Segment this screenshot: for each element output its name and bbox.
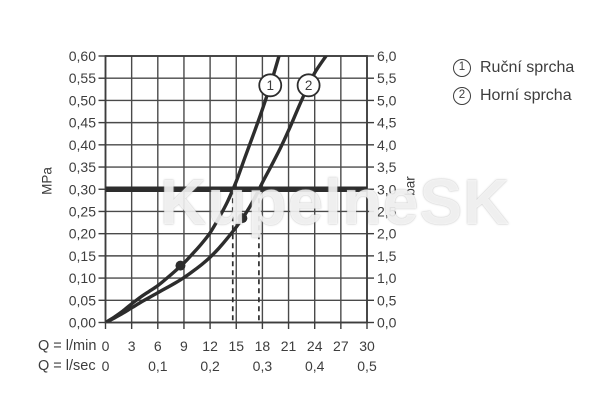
x-tick-label-lmin: 0 bbox=[102, 338, 110, 354]
x-tick-label-lmin: 6 bbox=[154, 338, 162, 354]
curve-label-circle-1 bbox=[258, 73, 283, 98]
y-tick-label-bar: 4,5 bbox=[377, 115, 397, 131]
legend-circle-1-icon: 1 bbox=[453, 59, 471, 77]
legend-item-overhead-shower: 2 Horní sprcha bbox=[453, 82, 574, 110]
y-tick-label-bar: 6,0 bbox=[377, 48, 397, 64]
x-tick-label-lsec: 0 bbox=[102, 358, 110, 374]
y-tick-label-mpa: 0,25 bbox=[69, 203, 96, 219]
y-tick-label-bar: 3,5 bbox=[377, 159, 397, 175]
legend-label-hand-shower: Ruční sprcha bbox=[480, 59, 575, 76]
x-axis-label-lsec: Q = l/sec bbox=[38, 358, 96, 374]
y-tick-label-bar: 1,5 bbox=[377, 248, 397, 264]
y-tick-label-bar: 2,5 bbox=[377, 203, 397, 219]
y-tick-label-bar: 0,0 bbox=[377, 315, 397, 331]
curve-1 bbox=[105, 56, 281, 323]
y-tick-label-mpa: 0,45 bbox=[69, 115, 96, 131]
data-point-curve-1 bbox=[175, 260, 186, 271]
y-tick-label-bar: 2,0 bbox=[377, 226, 397, 242]
legend-item-hand-shower: 1 Ruční sprcha bbox=[453, 54, 574, 82]
x-tick-label-lmin: 3 bbox=[128, 338, 136, 354]
x-tick-label-lsec: 0,4 bbox=[305, 358, 325, 374]
curve-label-number-2: 2 bbox=[305, 78, 313, 93]
x-tick-label-lmin: 12 bbox=[202, 338, 218, 354]
y-tick-label-mpa: 0,35 bbox=[69, 159, 96, 175]
y-tick-label-mpa: 0,60 bbox=[69, 48, 96, 64]
curve-2 bbox=[105, 56, 328, 323]
y-axis-unit-bar: bar bbox=[402, 176, 418, 196]
curve-label-circle-2 bbox=[296, 73, 321, 98]
y-tick-label-mpa: 0,15 bbox=[69, 248, 96, 264]
x-tick-label-lsec: 0,5 bbox=[357, 358, 377, 374]
x-tick-label-lsec: 0,2 bbox=[200, 358, 220, 374]
y-tick-label-bar: 5,5 bbox=[377, 70, 397, 86]
x-tick-label-lmin: 15 bbox=[228, 338, 244, 354]
y-tick-label-bar: 3,0 bbox=[377, 181, 397, 197]
y-tick-label-mpa: 0,55 bbox=[69, 70, 96, 86]
legend-circle-2-icon: 2 bbox=[453, 87, 471, 105]
y-tick-label-mpa: 0,20 bbox=[69, 226, 96, 242]
y-tick-label-bar: 4,0 bbox=[377, 137, 397, 153]
x-tick-label-lsec: 0,1 bbox=[148, 358, 168, 374]
curve-label-number-1: 1 bbox=[266, 78, 274, 93]
y-tick-label-bar: 5,0 bbox=[377, 92, 397, 108]
x-tick-label-lmin: 30 bbox=[359, 338, 375, 354]
legend: 1 Ruční sprcha 2 Horní sprcha bbox=[453, 54, 574, 110]
y-axis-unit-mpa: MPa bbox=[39, 167, 55, 195]
y-tick-label-mpa: 0,10 bbox=[69, 270, 96, 286]
x-tick-label-lmin: 27 bbox=[333, 338, 349, 354]
y-tick-label-mpa: 0,40 bbox=[69, 137, 96, 153]
legend-label-overhead-shower: Horní sprcha bbox=[480, 87, 572, 104]
x-axis-label-lmin: Q = l/min bbox=[38, 338, 97, 354]
x-tick-label-lmin: 24 bbox=[307, 338, 323, 354]
data-point-curve-2 bbox=[237, 213, 248, 224]
x-tick-label-lmin: 18 bbox=[255, 338, 271, 354]
y-tick-label-mpa: 0,50 bbox=[69, 92, 96, 108]
x-tick-label-lsec: 0,3 bbox=[253, 358, 273, 374]
y-tick-label-bar: 1,0 bbox=[377, 270, 397, 286]
y-tick-label-mpa: 0,05 bbox=[69, 292, 96, 308]
y-tick-label-mpa: 0,30 bbox=[69, 181, 96, 197]
y-tick-label-mpa: 0,00 bbox=[69, 315, 96, 331]
x-tick-label-lmin: 9 bbox=[180, 338, 188, 354]
x-tick-label-lmin: 21 bbox=[281, 338, 297, 354]
y-tick-label-bar: 0,5 bbox=[377, 292, 397, 308]
